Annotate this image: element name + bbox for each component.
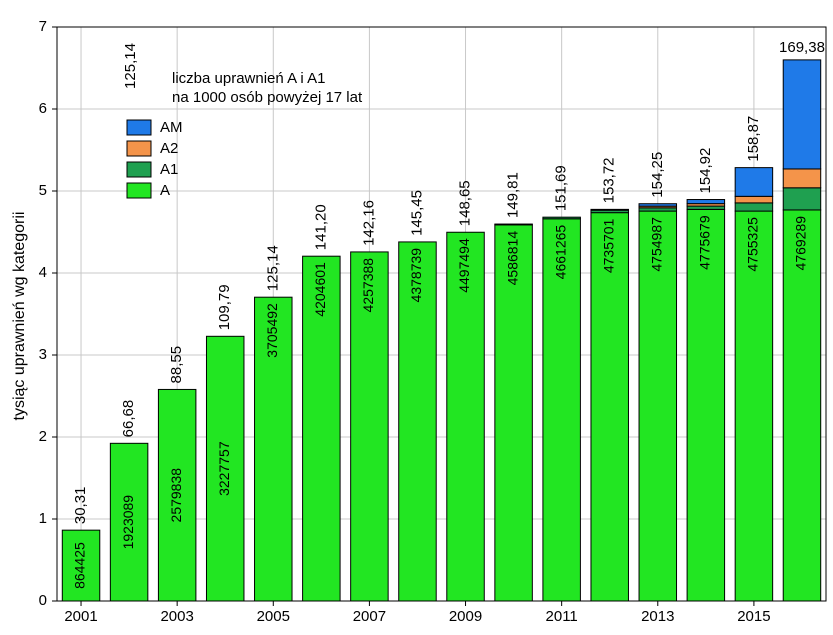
bar-segment-a1: [542, 216, 581, 220]
x-tick-label: 2009: [449, 608, 482, 625]
bar-segment-a: [254, 296, 293, 602]
bar-top-label: 88,55: [168, 346, 185, 384]
bar-segment-a2: [782, 168, 822, 189]
bar-inside-label: 4735701: [600, 218, 616, 273]
bar-top-label: 149,81: [505, 172, 522, 218]
y-tick-label: 7: [39, 18, 47, 35]
x-tick-label: 2005: [257, 608, 290, 625]
x-tick-label: 2001: [64, 608, 97, 625]
bar-inside-label: 4661265: [552, 225, 568, 280]
bar-segment-a: [542, 218, 581, 602]
bar-segment-a1: [782, 187, 822, 211]
bar-top-label: 158,87: [745, 116, 762, 162]
bar-top-label: 151,69: [553, 165, 570, 211]
x-tick-label: 2011: [546, 608, 578, 625]
plot-frame: [56, 26, 827, 602]
x-tick-label: 2007: [353, 608, 386, 625]
bar-top-label: 148,65: [457, 180, 474, 226]
y-axis-title: tysiąc uprawnień wg kategorii: [11, 212, 28, 421]
bar-top-label: 142,16: [360, 200, 377, 246]
bar-top-label: 109,79: [216, 284, 233, 330]
legend-swatch-am: [126, 119, 152, 136]
annotation-value: 125,14: [122, 43, 139, 89]
bar-inside-label: 3705492: [264, 303, 280, 358]
legend-label: A: [160, 182, 170, 199]
bar-top-label: 154,92: [697, 148, 714, 194]
y-tick-label: 1: [39, 510, 47, 527]
bar-top-label: 154,25: [649, 152, 666, 198]
bar-segment-a: [61, 529, 101, 602]
bar-inside-label: 4497494: [456, 238, 472, 293]
bar-top-label: 66,68: [120, 400, 137, 438]
bar-segment-a: [734, 210, 774, 602]
bar-segment-am: [734, 167, 774, 197]
legend-swatch-a: [126, 182, 152, 199]
bar-inside-label: 4775679: [697, 215, 713, 270]
bar-inside-label: 3227757: [216, 441, 232, 496]
bar-segment-a: [590, 212, 629, 602]
bar-inside-label: 4204601: [312, 262, 328, 317]
legend-label: AM: [160, 119, 183, 136]
bar-inside-label: 1923089: [120, 495, 136, 550]
bar-inside-label: 4754987: [648, 217, 664, 272]
bar-segment-a: [686, 208, 726, 602]
bar-inside-label: 4755325: [745, 217, 761, 272]
x-tick-label: 2013: [641, 608, 674, 625]
axis-layer: 0 1 2 3 4 5 6 7 2001 2003 2005 2007 2009 2011 2013 2015: [39, 18, 827, 625]
bar-top-label: 125,14: [264, 245, 281, 291]
bar-top-label: 141,20: [312, 204, 329, 250]
bar-segment-am: [638, 203, 678, 207]
bar-inside-label: 4586814: [504, 231, 520, 286]
bar-inside-label: 4769289: [793, 216, 809, 271]
y-tick-label: 2: [39, 428, 47, 445]
y-tick-label: 6: [39, 100, 47, 117]
bar-segment-a1: [734, 202, 774, 212]
bar-inside-label: 864425: [72, 542, 88, 589]
bar-segment-a: [782, 209, 822, 602]
bar-top-label: 153,72: [601, 157, 618, 203]
bar-segment-a2: [734, 195, 774, 204]
annotation-line-2: na 1000 osób powyżej 17 lat: [172, 89, 363, 106]
bar-segment-am: [686, 199, 726, 205]
labels-layer: 30,31 864425 66,68 1923089 88,55 2579838 109,7…: [72, 39, 825, 589]
bar-segment-am: [590, 208, 629, 211]
legend-label: A2: [160, 140, 178, 157]
bar-segment-a: [350, 251, 389, 602]
legend: AM A2 A1 A: [126, 119, 183, 199]
bar-segment-a: [398, 241, 437, 602]
bar-segment-a: [494, 224, 533, 602]
bar-segment-a: [302, 255, 341, 602]
y-tick-label: 5: [39, 182, 47, 199]
y-tick-label: 0: [39, 592, 47, 609]
bar-segment-a: [109, 442, 149, 602]
x-tick-label: 2015: [737, 608, 770, 625]
bars-layer: [61, 59, 822, 602]
bar-top-label: 145,45: [408, 190, 425, 236]
bar-segment-am: [782, 59, 822, 170]
bar-segment-a: [157, 388, 197, 602]
y-tick-label: 4: [39, 264, 47, 281]
bar-inside-label: 4378739: [408, 248, 424, 303]
bar-segment-a: [446, 231, 485, 602]
bar-top-label: 30,31: [72, 487, 89, 525]
annotation-line-1: liczba uprawnień A i A1: [172, 70, 325, 87]
bar-top-label: 169,38: [779, 39, 825, 56]
bar-segment-a: [205, 335, 245, 602]
bar-segment-a1: [494, 223, 533, 226]
bar-inside-label: 2579838: [168, 468, 184, 523]
legend-swatch-a2: [126, 140, 152, 157]
legend-label: A1: [160, 161, 178, 178]
legend-swatch-a1: [126, 161, 152, 178]
x-tick-label: 2003: [160, 608, 193, 625]
y-tick-label: 3: [39, 346, 47, 363]
bar-inside-label: 4257388: [360, 258, 376, 313]
